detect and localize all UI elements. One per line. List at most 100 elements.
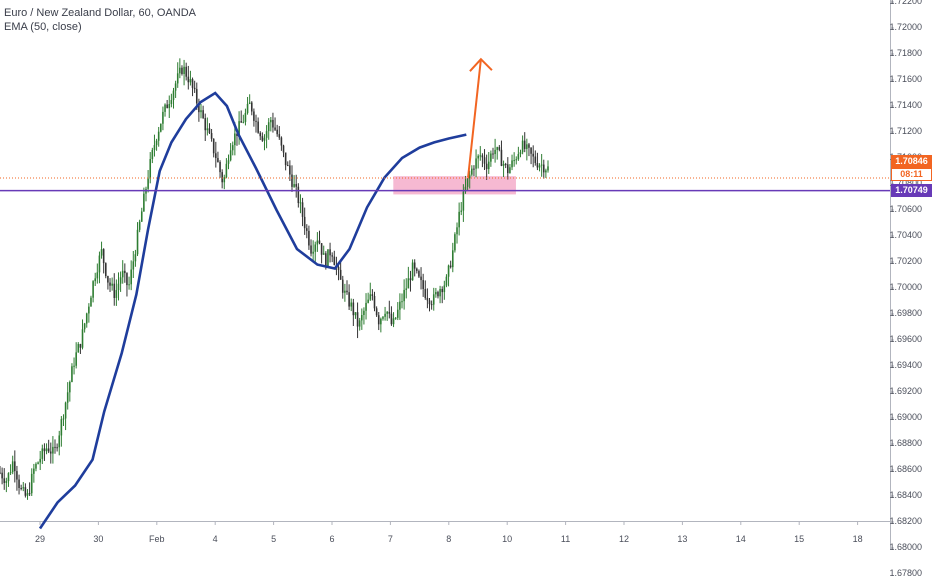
candle-body	[291, 174, 293, 187]
candle-body	[411, 262, 414, 281]
candle-body	[111, 283, 113, 286]
candle-body	[225, 163, 228, 178]
candle-body	[62, 418, 65, 420]
candle-body	[168, 104, 171, 109]
candle-body	[221, 172, 223, 183]
candle-body	[462, 191, 465, 211]
candle-body	[468, 174, 471, 179]
candle-body	[58, 435, 61, 448]
candle-body	[26, 493, 29, 496]
candle-body	[542, 164, 545, 173]
candle-body	[428, 300, 431, 305]
candle-body	[193, 87, 196, 90]
candle-body	[16, 471, 18, 480]
candle-body	[210, 133, 213, 139]
candle-body	[513, 160, 515, 162]
candle-body	[416, 268, 418, 271]
time-tick-label: 5	[271, 534, 277, 544]
candle-body	[344, 290, 346, 293]
candle-body	[185, 66, 187, 77]
candle-body	[538, 165, 541, 168]
candle-body	[96, 272, 99, 279]
chart-area[interactable]	[0, 0, 932, 550]
price-tick-label: 1.68800	[889, 438, 922, 448]
candle-body	[473, 168, 475, 170]
candle-body	[7, 473, 10, 482]
time-tick-label: 6	[329, 534, 335, 544]
candle-body	[0, 472, 1, 474]
candle-body	[187, 76, 190, 83]
candle-body	[530, 147, 532, 154]
candle-body	[358, 320, 361, 327]
candle-body	[5, 481, 8, 483]
price-tick-label: 1.71200	[889, 126, 922, 136]
time-tick-marks	[39, 521, 859, 525]
candle-body	[498, 147, 501, 150]
candle-body	[250, 102, 253, 112]
last-price-badge: 1.70846	[891, 155, 932, 168]
candle-body	[9, 472, 12, 474]
candle-body	[147, 178, 149, 189]
candle-body	[310, 245, 312, 254]
time-tick-label: 11	[560, 534, 571, 544]
candle-body	[143, 193, 145, 212]
candle-body	[458, 211, 460, 228]
candle-body	[66, 392, 69, 403]
candle-body	[401, 301, 403, 303]
candle-body	[49, 451, 52, 454]
candle-body	[413, 262, 416, 269]
candle-body	[492, 153, 494, 155]
price-tick-label: 1.71600	[889, 74, 922, 84]
candle-body	[405, 288, 408, 290]
price-tick-label: 1.69800	[889, 308, 922, 318]
candle-body	[174, 83, 177, 91]
candle-body	[466, 178, 469, 187]
candle-body	[160, 123, 162, 132]
candle-body	[244, 112, 247, 122]
candle-body	[464, 186, 467, 192]
time-tick-label: 18	[852, 534, 863, 544]
candle-body	[314, 244, 317, 252]
candle-body	[515, 159, 518, 161]
candle-body	[191, 79, 194, 88]
candle-body	[424, 288, 427, 298]
candle-body	[153, 145, 156, 150]
arrow-shaft	[467, 59, 482, 178]
candle-body	[128, 284, 130, 286]
candle-body	[346, 290, 348, 293]
candle-body	[454, 234, 456, 251]
candle-body	[164, 104, 166, 112]
candle-body	[361, 315, 363, 321]
candle-body	[117, 283, 120, 291]
candle-body	[278, 134, 281, 138]
price-tick-label: 1.70200	[889, 256, 922, 266]
candle-body	[238, 121, 240, 136]
candle-body	[327, 249, 329, 267]
candle-body	[113, 283, 116, 298]
time-tick-label: 29	[34, 534, 46, 544]
candle-body	[384, 313, 386, 317]
candle-body	[208, 128, 211, 134]
candle-body	[331, 255, 333, 257]
candle-body	[227, 160, 230, 164]
candle-body	[202, 110, 204, 119]
candle-body	[545, 170, 547, 173]
candle-body	[293, 184, 295, 187]
candle-body	[396, 309, 399, 318]
candle-body	[506, 164, 509, 174]
candle-body	[534, 156, 537, 164]
candle-body	[47, 448, 50, 452]
candle-body	[297, 186, 300, 204]
candle-body	[439, 288, 441, 297]
candle-body	[217, 158, 219, 163]
candle-body	[73, 365, 75, 367]
candle-body	[299, 202, 302, 204]
candle-body	[33, 468, 35, 474]
candle-body	[280, 137, 283, 146]
candle-body	[511, 160, 513, 168]
candle-body	[75, 352, 77, 366]
candle-body	[348, 292, 350, 307]
candle-body	[11, 461, 14, 473]
candle-body	[3, 478, 6, 483]
candle-body	[475, 158, 477, 169]
